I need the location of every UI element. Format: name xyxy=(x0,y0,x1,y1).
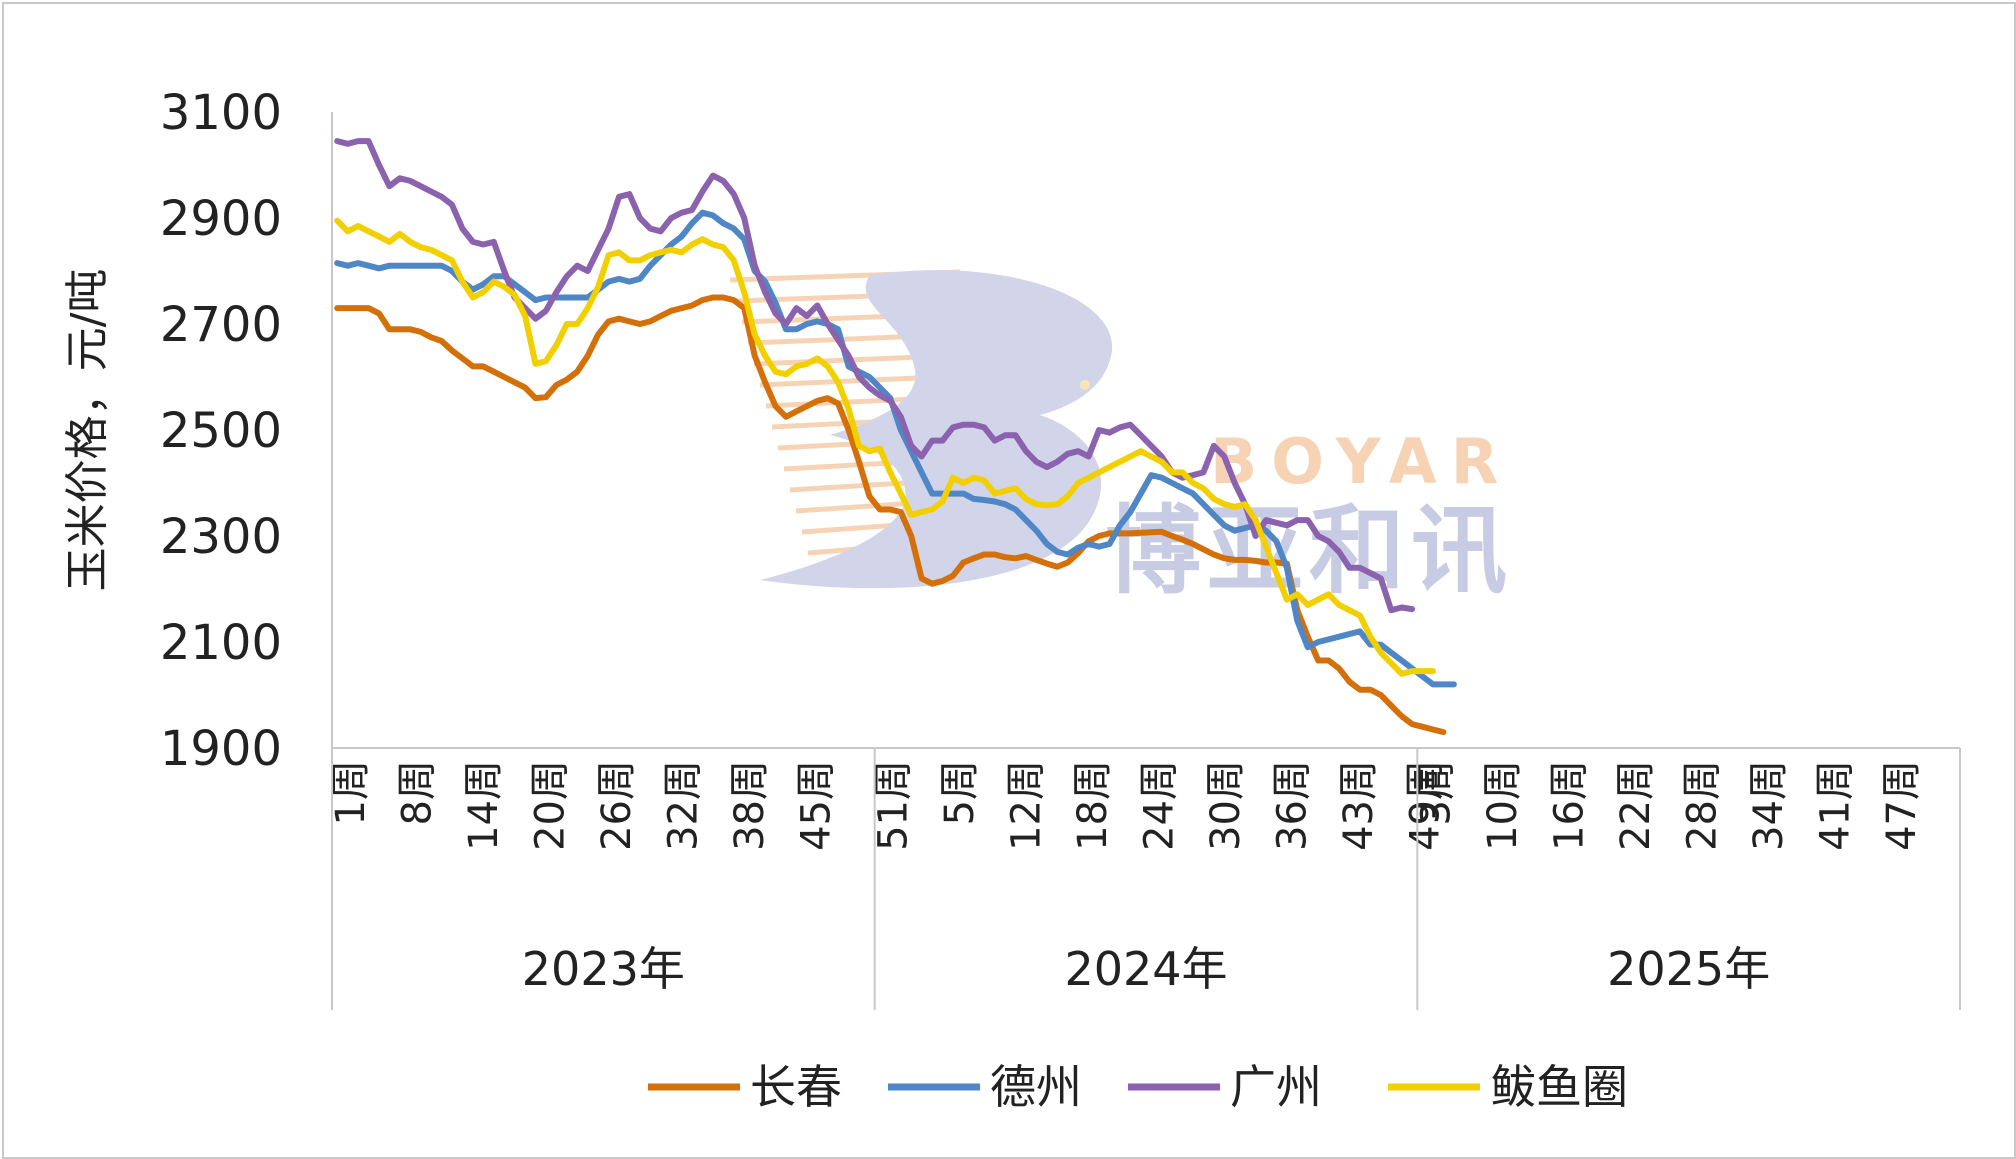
legend: 长春 德州 广州 鲅鱼圈 xyxy=(648,1060,1628,1114)
boyar-watermark: BOYAR 博亚和讯 xyxy=(729,269,1513,607)
y-tick-labels: 1900 2100 2300 2500 2700 2900 3100 xyxy=(160,85,282,777)
x-tick-label: 41周 xyxy=(1812,760,1858,851)
x-tick-label: 51周 xyxy=(871,760,917,851)
x-tick-label: 1周 xyxy=(328,760,374,825)
legend-label: 广州 xyxy=(1230,1060,1322,1114)
axes xyxy=(331,112,1960,749)
x-tick-label: 34周 xyxy=(1746,760,1792,851)
x-tick-label: 8周 xyxy=(395,760,441,825)
x-tick-label: 47周 xyxy=(1879,760,1925,851)
watermark-stripe xyxy=(759,374,941,388)
x-tick-label: 5周 xyxy=(937,760,983,825)
watermark-cjk: 博亚和讯 xyxy=(1105,495,1513,607)
x-tick-label: 28周 xyxy=(1679,760,1725,851)
x-tick-label: 10周 xyxy=(1480,760,1526,851)
x-tick-label: 45周 xyxy=(794,760,840,851)
x-tick-label: 24周 xyxy=(1137,760,1183,851)
x-tick-label: 30周 xyxy=(1203,760,1249,851)
x-tick-labels: 1周 8周 14周 20周 26周 32周 38周 45周 51周 5周 12周 18周 24周 30周 3… xyxy=(328,760,1925,851)
x-tick-label: 20周 xyxy=(528,760,574,851)
x-tick-label: 49周 xyxy=(1403,760,1449,851)
x-tick-label: 14周 xyxy=(461,760,507,851)
y-tick-label: 1900 xyxy=(160,721,282,777)
year-label: 2024年 xyxy=(1064,942,1227,996)
legend-label: 鲅鱼圈 xyxy=(1490,1060,1628,1114)
watermark-stripe xyxy=(795,500,917,514)
x-tick-label: 16周 xyxy=(1546,760,1592,851)
x-tick-label: 3周 xyxy=(1413,760,1459,825)
year-label: 2025年 xyxy=(1607,942,1770,996)
y-tick-label: 2500 xyxy=(160,403,282,459)
y-tick-label: 2900 xyxy=(160,191,282,247)
y-tick-label: 2700 xyxy=(160,297,282,353)
x-tick-label: 36周 xyxy=(1270,760,1316,851)
x-tick-label: 38周 xyxy=(727,760,773,851)
x-tick-label: 43周 xyxy=(1336,760,1382,851)
series-lines xyxy=(334,138,1457,736)
legend-label: 德州 xyxy=(990,1060,1082,1114)
year-label: 2023年 xyxy=(522,942,685,996)
series-line-1 xyxy=(334,294,1447,736)
x-tick-label: 32周 xyxy=(661,760,707,851)
y-tick-label: 2300 xyxy=(160,509,282,565)
x-tick-label: 26周 xyxy=(594,760,640,851)
series-line-4 xyxy=(334,217,1436,677)
y-tick-label: 3100 xyxy=(160,85,282,141)
watermark-logo-icon xyxy=(760,270,1113,589)
watermark-latin: BOYAR xyxy=(1210,425,1512,498)
x-year-labels: 2023年 2024年 2025年 xyxy=(331,748,1961,1010)
x-tick-label: 18周 xyxy=(1070,760,1116,851)
legend-label: 长春 xyxy=(750,1060,842,1114)
y-tick-label: 2100 xyxy=(160,615,282,671)
x-tick-label: 22周 xyxy=(1613,760,1659,851)
y-axis-label: 玉米价格，元/吨 xyxy=(62,269,113,592)
x-tick-label: 12周 xyxy=(1004,760,1050,851)
